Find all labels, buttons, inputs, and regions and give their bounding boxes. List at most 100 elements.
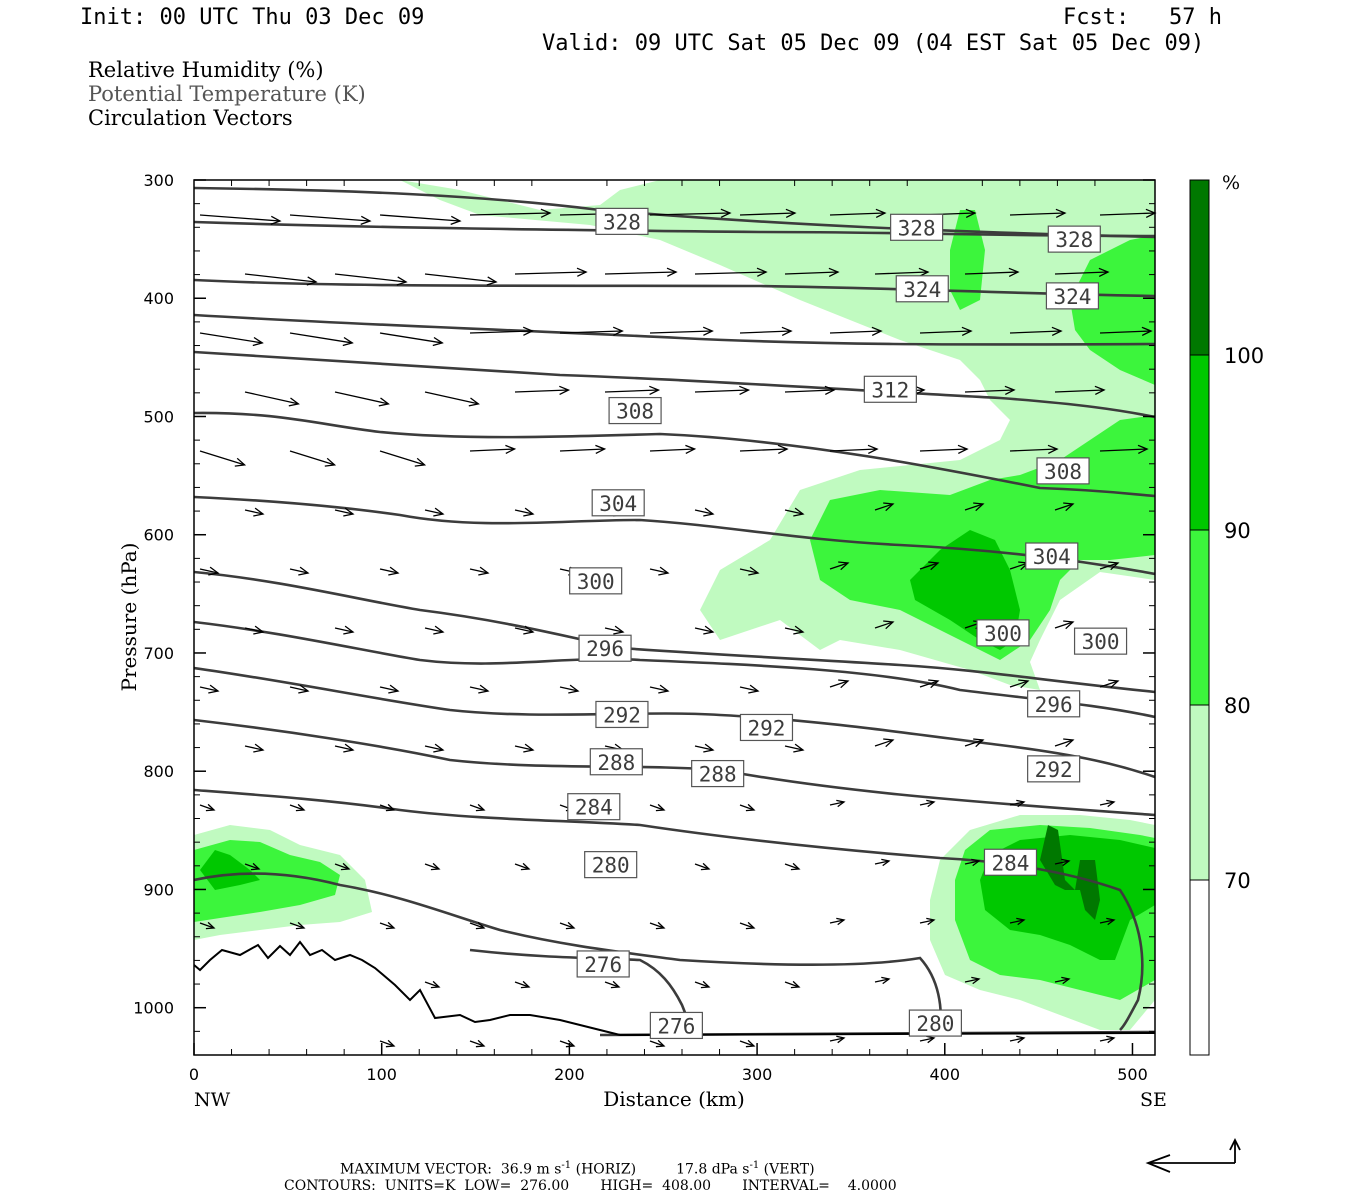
circulation-vector	[469, 803, 486, 812]
contour-label: 280	[908, 1009, 962, 1037]
svg-text:280: 280	[916, 1012, 954, 1036]
circulation-vector	[604, 385, 661, 395]
x-tick-label: 200	[554, 1065, 585, 1084]
circulation-vector	[289, 921, 306, 930]
circulation-vector	[874, 620, 895, 630]
svg-text:288: 288	[597, 751, 635, 775]
colorbar-label-70: 70	[1224, 869, 1251, 893]
circulation-vector	[244, 862, 261, 871]
contour-label: 276	[576, 950, 630, 978]
circulation-vector	[784, 385, 836, 395]
circulation-vector	[874, 267, 930, 277]
x-tick-label: 0	[189, 1065, 199, 1084]
contour-label: 292	[739, 713, 794, 742]
colorbar-90	[1190, 355, 1209, 530]
circulation-vector	[559, 921, 576, 930]
circulation-vector	[334, 743, 355, 753]
legend-theta: Potential Temperature (K)	[88, 82, 366, 106]
circulation-vector	[874, 976, 891, 985]
circulation-vector	[289, 332, 354, 347]
circulation-vector	[964, 738, 985, 748]
forecast-hour: Fcst: 57 h	[1063, 5, 1222, 30]
max-vector-prefix: MAXIMUM VECTOR: 36.9 m s	[340, 1161, 562, 1178]
circulation-vector	[199, 332, 264, 347]
svg-text:328: 328	[898, 216, 936, 240]
isentrope-line	[194, 718, 1155, 817]
isentrope-line	[194, 313, 1155, 346]
circulation-vector	[1099, 917, 1116, 926]
contour-label: 296	[578, 634, 632, 662]
circulation-vector	[739, 1039, 756, 1048]
circulation-vector	[334, 273, 408, 286]
y-tick-label: 400	[143, 289, 174, 308]
svg-text:324: 324	[1053, 285, 1091, 309]
svg-text:304: 304	[1033, 545, 1071, 569]
circulation-vector	[739, 803, 756, 812]
circulation-vector	[649, 684, 670, 694]
circulation-vector	[649, 1039, 666, 1048]
circulation-vector	[919, 917, 936, 926]
plot-frame	[193, 179, 1156, 1056]
circulation-vector	[1009, 1035, 1026, 1044]
circulation-vector	[559, 326, 624, 336]
contour-label: 292	[1027, 755, 1081, 783]
svg-text:284: 284	[992, 851, 1030, 875]
svg-text:296: 296	[1035, 693, 1073, 717]
colorbar-label-80: 80	[1224, 694, 1251, 718]
svg-text:300: 300	[984, 622, 1022, 646]
circulation-vector	[424, 391, 480, 407]
legend-rh: Relative Humidity (%)	[88, 58, 324, 82]
isentrope-line	[194, 788, 1144, 1031]
circulation-vector	[649, 921, 666, 930]
circulation-vector	[784, 862, 801, 871]
y-tick-label: 900	[143, 880, 174, 899]
circulation-vectors	[199, 208, 1157, 1048]
circulation-vector	[1099, 799, 1116, 808]
circulation-vector	[334, 862, 351, 871]
y-axis-label: Pressure (hPa)	[117, 543, 141, 692]
circulation-vector	[334, 391, 390, 407]
contour-label: 288	[691, 759, 745, 788]
isentrope-line	[194, 411, 1155, 498]
circulation-vector	[649, 444, 697, 454]
max-vector-exponent-1: -1	[561, 1160, 572, 1171]
axis-ticks: 0 100 200 300 400 500 300 400 500 600 700 800 900 100…	[133, 171, 1155, 1084]
circulation-vector	[514, 980, 531, 989]
svg-text:300: 300	[577, 570, 615, 594]
contour-info: CONTOURS: UNITS=K LOW= 276.00 HIGH= 408.…	[284, 1178, 897, 1194]
circulation-vector	[469, 1039, 486, 1048]
circulation-vector	[649, 208, 732, 218]
colorbar-frame	[1189, 179, 1210, 1056]
circulation-vector	[469, 566, 490, 576]
circulation-vector	[469, 208, 552, 218]
circulation-vector	[829, 561, 850, 571]
circulation-vector	[739, 566, 760, 576]
init-time: Init: 00 UTC Thu 03 Dec 09	[80, 5, 425, 30]
contour-label: 328	[595, 207, 649, 235]
svg-text:292: 292	[1035, 758, 1073, 782]
circulation-vector	[334, 625, 355, 635]
circulation-vector	[559, 444, 607, 454]
circulation-vector	[199, 684, 220, 694]
circulation-vector	[559, 1039, 576, 1048]
circulation-vector	[469, 326, 534, 336]
circulation-vector	[829, 799, 846, 808]
circulation-vector	[964, 267, 1020, 277]
circulation-vector	[1099, 679, 1120, 689]
circulation-vector	[469, 684, 490, 694]
contour-label: 304	[591, 489, 645, 517]
contour-label: 324	[1045, 282, 1100, 310]
circulation-vector	[244, 273, 318, 286]
circulation-vector	[739, 684, 760, 694]
circulation-vector	[694, 980, 711, 989]
reference-vector-icon	[1145, 1137, 1241, 1173]
circulation-vector	[829, 208, 887, 218]
circulation-vector	[1054, 385, 1106, 395]
max-vector-exponent-2: -1	[749, 1160, 760, 1171]
circulation-vector	[514, 625, 535, 635]
circulation-vector	[514, 267, 588, 277]
svg-text:276: 276	[584, 953, 622, 977]
circulation-vector	[514, 507, 535, 517]
circulation-vector	[424, 743, 445, 753]
circulation-vector	[1009, 326, 1063, 336]
